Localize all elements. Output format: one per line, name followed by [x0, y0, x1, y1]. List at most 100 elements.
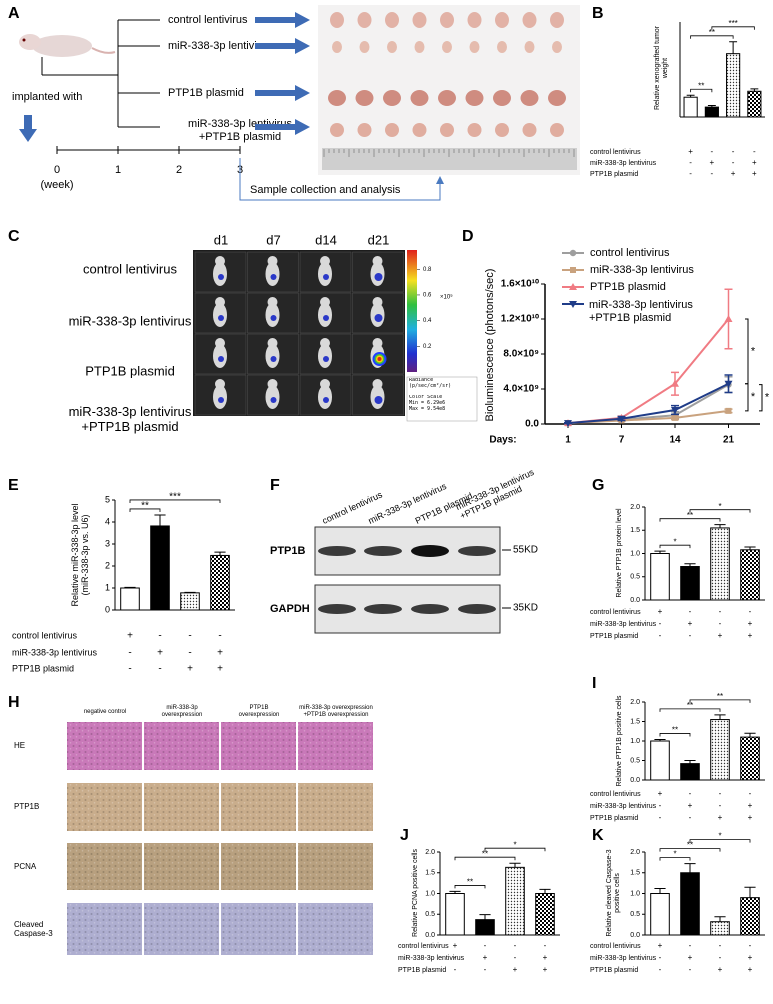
- histology-row-label: PCNA: [14, 855, 66, 879]
- condition-sign: -: [732, 147, 735, 156]
- error-bar: [729, 42, 737, 54]
- arrow-shaft: [255, 90, 295, 96]
- condition-sign: -: [711, 169, 714, 178]
- day-label: d7: [266, 232, 280, 247]
- error-bar: [714, 917, 725, 922]
- signal: [218, 356, 224, 362]
- legend-marker: [570, 250, 576, 256]
- mouse-head: [320, 338, 330, 348]
- bar: [446, 894, 465, 936]
- bar: [211, 555, 230, 610]
- condition-label: control lentivirus: [12, 630, 78, 640]
- mouse-head: [215, 256, 225, 266]
- condition-label: PTP1B plasmid: [590, 171, 638, 178]
- week-label: 1: [115, 164, 121, 176]
- significance-label: **: [672, 726, 678, 735]
- condition-sign: -: [484, 965, 487, 974]
- mouse-head: [320, 379, 330, 389]
- legend-label: miR-338-3p lentivirus: [590, 264, 694, 276]
- error-bar: [154, 515, 165, 526]
- condition-sign: -: [544, 941, 547, 950]
- panel-label: J: [400, 827, 409, 844]
- panel-label: A: [8, 5, 20, 22]
- y-tick-label: 1.0: [630, 890, 640, 897]
- histology-texture: [144, 843, 219, 890]
- panel-label: I: [592, 675, 596, 692]
- condition-sign: -: [719, 941, 722, 950]
- condition-label: PTP1B plasmid: [12, 663, 74, 673]
- y-tick-label: 0.0: [525, 419, 539, 430]
- band: [458, 604, 496, 614]
- imaging-group-label: miR-338-3p lentivirus: [69, 313, 192, 328]
- condition-sign: -: [158, 631, 161, 642]
- condition-sign: +: [157, 648, 163, 659]
- histology-texture: [221, 722, 296, 770]
- condition-sign: +: [731, 169, 736, 178]
- series-line: [568, 385, 729, 424]
- condition-sign: +: [688, 801, 693, 810]
- condition-sign: +: [718, 631, 723, 640]
- legend-marker: [570, 267, 576, 273]
- tumor: [466, 90, 484, 106]
- y-axis-label: Relative xenografted tumor weight: [648, 18, 676, 118]
- tumor: [413, 123, 427, 137]
- bar: [681, 567, 700, 600]
- condition-sign: +: [483, 953, 488, 962]
- error-bar: [744, 887, 755, 897]
- y-tick-label: 4.0×10⁹: [503, 384, 539, 395]
- mouse-head: [215, 297, 225, 307]
- condition-sign: -: [689, 965, 692, 974]
- panel-label: E: [8, 477, 19, 494]
- group-label: PTP1B plasmid: [168, 87, 244, 99]
- histology-column-label: miR-338-3p overexpression: [140, 703, 224, 721]
- tumor: [525, 41, 535, 53]
- condition-sign: -: [732, 158, 735, 167]
- bar: [121, 588, 140, 610]
- condition-sign: -: [659, 813, 662, 822]
- color-scale-label: Color Scale Min = 6.29e6 Max = 9.54e8: [409, 395, 477, 419]
- significance-label: *: [718, 502, 721, 511]
- condition-sign: +: [710, 158, 715, 167]
- day-label: d21: [368, 232, 390, 247]
- bar: [681, 873, 700, 935]
- condition-sign: +: [543, 953, 548, 962]
- band: [318, 604, 356, 614]
- mouse-head: [268, 379, 278, 389]
- significance-label: *: [765, 392, 770, 404]
- band: [364, 546, 402, 556]
- condition-sign: -: [218, 631, 221, 642]
- signal: [323, 315, 329, 321]
- condition-sign: +: [658, 789, 663, 798]
- condition-sign: +: [748, 631, 753, 640]
- y-axis-label-box: Relative PCNA positive cells: [402, 843, 430, 943]
- tumor: [330, 12, 344, 28]
- condition-sign: -: [689, 631, 692, 640]
- panel-label: C: [8, 228, 20, 245]
- condition-sign: -: [711, 147, 714, 156]
- bar: [651, 741, 670, 780]
- histology-row-label-box: PTP1B: [14, 795, 66, 819]
- arrow-shaft: [255, 124, 295, 130]
- arrow-shaft: [24, 115, 32, 129]
- condition-sign: +: [748, 801, 753, 810]
- condition-sign: -: [659, 631, 662, 640]
- histology-column-label-box: negative control: [63, 703, 147, 721]
- signal: [271, 356, 277, 362]
- tumor: [360, 41, 370, 53]
- condition-sign: -: [689, 941, 692, 950]
- condition-label: PTP1B plasmid: [590, 967, 638, 974]
- histology-texture: [144, 903, 219, 955]
- tumor: [411, 90, 429, 106]
- protein-label: GAPDH: [270, 603, 310, 615]
- y-tick-label: 4: [105, 516, 110, 526]
- bar: [181, 593, 200, 610]
- histology-row-label: Cleaved Caspase-3: [14, 917, 66, 941]
- panel-label: F: [270, 477, 280, 494]
- arrow-head: [295, 38, 310, 54]
- y-axis-label-box: Relative xenografted tumor weight: [648, 18, 676, 118]
- y-axis-label-box: Relative PTP1B positive cells: [606, 691, 634, 791]
- panel-label: K: [592, 827, 604, 844]
- panel-label: B: [592, 5, 604, 22]
- tumor: [521, 90, 539, 106]
